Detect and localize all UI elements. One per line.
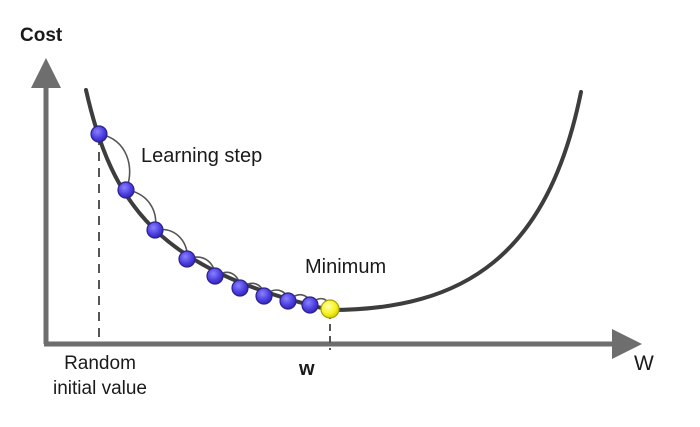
minimum-label: Minimum bbox=[305, 256, 387, 278]
learning-step-label: Learning step bbox=[141, 145, 263, 167]
step-point bbox=[301, 296, 319, 314]
minimum-point bbox=[320, 299, 340, 319]
step-point bbox=[231, 279, 249, 297]
start-value-label: Random initial value bbox=[40, 352, 160, 401]
step-point bbox=[206, 267, 224, 285]
step-point bbox=[117, 181, 135, 199]
start-label-line2: initial value bbox=[53, 377, 147, 399]
step-point bbox=[279, 292, 297, 310]
x-axis-title: W bbox=[634, 352, 654, 375]
step-point bbox=[255, 287, 273, 305]
y-axis-title: Cost bbox=[20, 25, 63, 46]
step-point bbox=[146, 221, 164, 239]
step-point bbox=[178, 250, 196, 268]
step-points bbox=[90, 125, 319, 314]
minimum-x-label: w bbox=[299, 358, 315, 380]
step-point bbox=[90, 125, 108, 143]
start-label-line1: Random bbox=[64, 353, 136, 374]
